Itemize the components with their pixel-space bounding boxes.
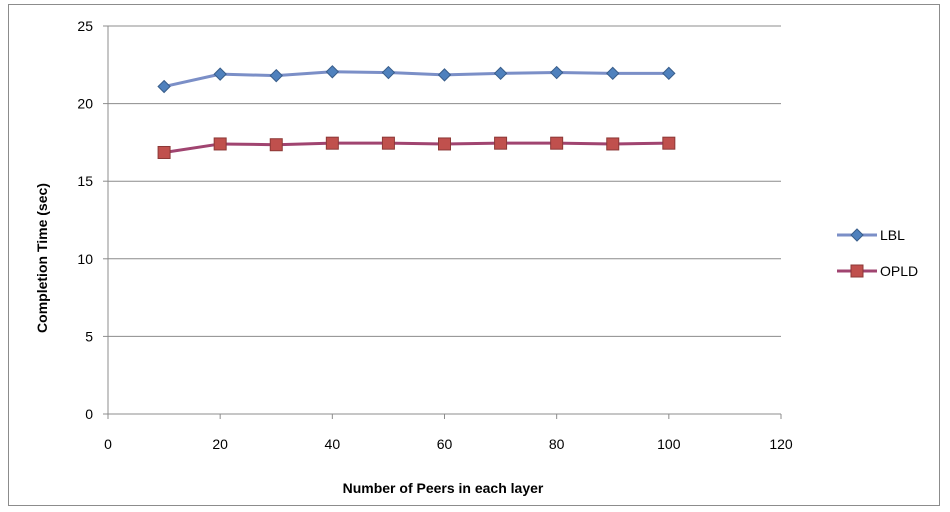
- legend-marker-lbl: [850, 228, 864, 242]
- axes: 0 5 10 15 20 25 0 20 40 60 80 100 120: [77, 18, 792, 452]
- y-tick-label: 20: [77, 96, 93, 112]
- data-point-lbl: [437, 68, 452, 82]
- x-tick-label: 100: [657, 436, 681, 452]
- legend: LBL OPLD: [837, 227, 918, 279]
- data-point-lbl: [381, 65, 396, 80]
- data-point-opld: [157, 145, 171, 159]
- data-point-lbl: [157, 79, 171, 94]
- y-tick-label: 10: [77, 251, 93, 267]
- series-line-opld: [163, 141, 669, 154]
- data-point-opld: [269, 138, 283, 152]
- data-point-opld: [662, 136, 676, 150]
- data-point-lbl: [325, 65, 340, 79]
- y-tick-label: 25: [77, 18, 93, 34]
- x-axis-title: Number of Peers in each layer: [343, 480, 544, 496]
- legend-label-opld: OPLD: [880, 263, 918, 279]
- data-point-lbl: [549, 65, 564, 80]
- x-tick-label: 40: [325, 436, 341, 452]
- legend-label-lbl: LBL: [880, 227, 905, 243]
- legend-item-lbl: LBL: [837, 227, 905, 243]
- data-point-opld: [325, 136, 339, 150]
- series-group: [157, 65, 676, 159]
- data-point-lbl: [606, 66, 620, 81]
- x-tick-label: 80: [549, 436, 565, 452]
- data-point-opld: [606, 137, 620, 151]
- x-tick-label: 60: [437, 436, 453, 452]
- data-point-opld: [550, 136, 564, 150]
- data-point-lbl: [662, 66, 676, 81]
- x-tick-label: 0: [104, 436, 112, 452]
- series-opld: [157, 136, 676, 159]
- y-axis-title: Completion Time (sec): [34, 183, 50, 333]
- data-point-opld: [438, 137, 451, 151]
- y-tick-label: 0: [85, 406, 93, 422]
- data-point-lbl: [493, 66, 508, 81]
- data-point-lbl: [269, 68, 283, 83]
- x-tick-label: 20: [212, 436, 228, 452]
- data-point-opld: [213, 137, 227, 151]
- y-tick-label: 15: [77, 173, 93, 189]
- legend-item-opld: OPLD: [837, 263, 918, 279]
- data-point-opld: [381, 136, 395, 150]
- y-tick-label: 5: [85, 328, 93, 344]
- gridlines: [108, 25, 781, 337]
- data-point-lbl: [213, 67, 227, 81]
- series-line-lbl: [163, 70, 669, 88]
- data-point-opld: [494, 136, 508, 150]
- x-tick-label: 120: [769, 436, 793, 452]
- legend-marker-opld: [850, 264, 864, 278]
- series-lbl: [157, 65, 676, 94]
